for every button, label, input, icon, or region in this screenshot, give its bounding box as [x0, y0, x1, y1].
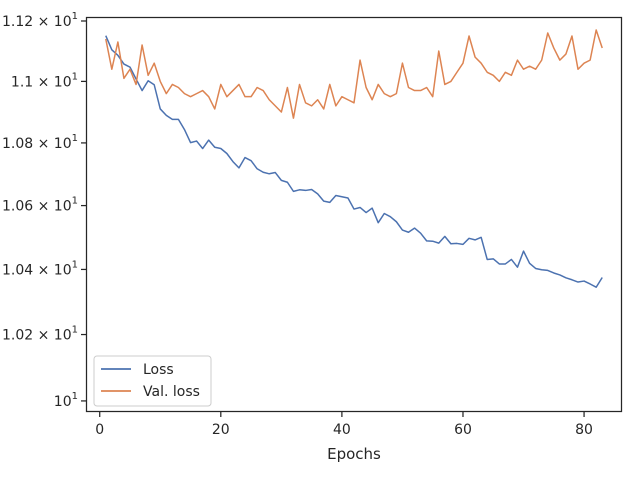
y-tick-label: 1.12 × 101 [2, 11, 78, 30]
y-tick-label: 1.04 × 101 [2, 259, 78, 278]
x-tick-label: 20 [212, 422, 230, 438]
plot-frame [85, 16, 623, 413]
y-tick-label: 1.02 × 101 [2, 325, 78, 344]
series-line-loss [105, 35, 603, 288]
plot-lines [105, 29, 603, 288]
y-tick-label: 1.1 × 101 [11, 71, 78, 90]
x-tick-label: 80 [575, 422, 593, 438]
x-tick-label: 0 [95, 422, 104, 438]
x-tick-label: 60 [454, 422, 472, 438]
x-axis-ticks: 0 20 40 60 80 [95, 411, 593, 438]
legend-label-loss: Loss [143, 362, 174, 378]
y-tick-label: 1.08 × 101 [2, 133, 78, 152]
series-line-val-loss [105, 29, 603, 119]
x-tick-label: 40 [333, 422, 351, 438]
legend: Loss Val. loss [93, 355, 212, 407]
y-tick-label: 1.06 × 101 [2, 196, 78, 215]
y-tick-label: 101 [54, 391, 78, 410]
x-axis-label: Epochs [327, 445, 381, 463]
y-axis-ticks: 101 1.02 × 101 1.04 × 101 1.06 × 101 1.08 × … [2, 11, 87, 410]
legend-label-val-loss: Val. loss [143, 384, 200, 400]
